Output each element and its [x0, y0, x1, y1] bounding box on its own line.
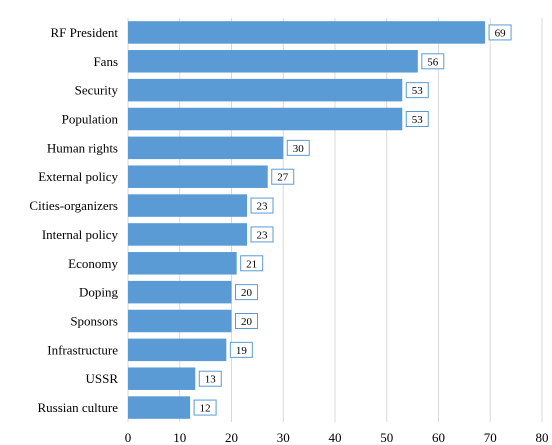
- bar: [128, 78, 403, 102]
- data-label-box: [421, 53, 445, 70]
- bar: [128, 396, 191, 419]
- bar: [128, 21, 486, 44]
- category-label: RF President: [50, 25, 118, 40]
- x-tick-label: 50: [380, 430, 393, 445]
- bars: [128, 21, 486, 419]
- data-label-box: [235, 313, 258, 329]
- data-label-box: [193, 399, 217, 416]
- data-label-box: [405, 111, 429, 127]
- category-label: Human rights: [47, 140, 118, 155]
- x-axis-tick-labels: 0 10 20 30 40 50 60 70 80: [125, 430, 549, 445]
- data-label-box: [286, 139, 310, 156]
- data-label-box: [235, 284, 258, 301]
- data-label: 56: [427, 56, 439, 68]
- bar: [128, 223, 248, 246]
- category-label: Sponsors: [70, 314, 118, 329]
- bar: [128, 367, 196, 390]
- data-labels: 69 56 53 53 30 27 23 23 21 20 20 19 13 12: [193, 24, 512, 416]
- data-label: 23: [257, 229, 269, 241]
- bar: [128, 194, 248, 217]
- bar: [128, 165, 268, 188]
- data-label: 53: [412, 114, 424, 126]
- data-label: 19: [236, 345, 248, 357]
- x-tick-label: 10: [173, 430, 186, 445]
- data-label: 20: [241, 287, 253, 299]
- bar: [128, 50, 418, 73]
- data-label-box: [198, 370, 222, 387]
- data-label: 21: [246, 258, 257, 270]
- data-label: 27: [277, 172, 289, 184]
- data-label: 23: [257, 201, 269, 213]
- category-label: Population: [62, 112, 119, 127]
- x-tick-label: 70: [484, 430, 497, 445]
- category-label: Cities-organizers: [29, 198, 118, 213]
- data-label: 13: [205, 374, 217, 386]
- x-tick-label: 30: [277, 430, 290, 445]
- data-label-box: [405, 82, 429, 99]
- bar: [128, 136, 284, 160]
- category-label: Economy: [68, 256, 118, 271]
- data-label-box: [240, 255, 264, 272]
- data-label: 69: [495, 27, 507, 39]
- bar: [128, 107, 403, 131]
- data-label-box: [250, 197, 274, 214]
- category-label: Internal policy: [42, 227, 119, 242]
- data-label: 30: [293, 143, 305, 155]
- data-label-box: [250, 226, 274, 243]
- category-labels: RF President Fans Security Population Human …: [29, 25, 118, 415]
- bar: [128, 280, 232, 304]
- bar: [128, 309, 232, 333]
- x-tick-label: 0: [125, 430, 132, 445]
- x-tick-label: 60: [432, 430, 445, 445]
- category-label: Fans: [93, 54, 118, 69]
- gridlines: [127, 18, 543, 422]
- category-label: External policy: [38, 169, 118, 184]
- data-label: 12: [200, 403, 211, 415]
- bar: [128, 338, 227, 362]
- x-tick-label: 80: [536, 430, 549, 445]
- data-label: 20: [241, 316, 253, 328]
- bar: [128, 252, 237, 275]
- data-label-box: [271, 168, 295, 185]
- data-label: 53: [412, 85, 424, 97]
- x-tick-label: 40: [329, 430, 342, 445]
- category-label: USSR: [85, 371, 118, 386]
- data-label-box: [229, 341, 253, 358]
- category-label: Infrastructure: [47, 342, 118, 357]
- category-label: Doping: [79, 285, 119, 300]
- x-tick-label: 20: [225, 430, 238, 445]
- category-label: Russian culture: [37, 400, 118, 415]
- data-label-box: [488, 24, 512, 41]
- category-label: Security: [75, 83, 119, 98]
